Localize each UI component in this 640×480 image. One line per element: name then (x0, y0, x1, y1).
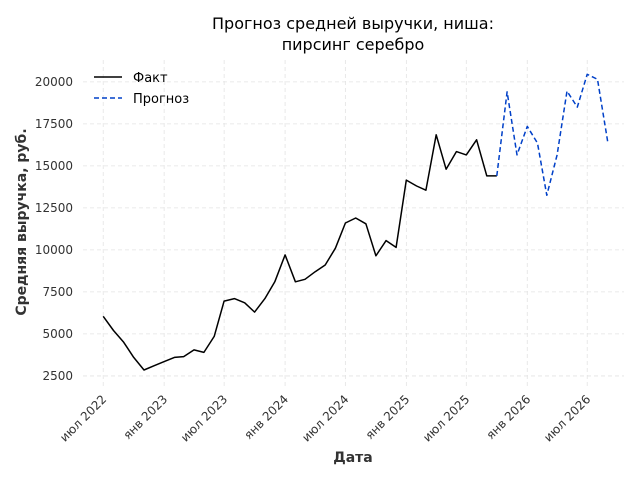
series-line-forecast (496, 73, 609, 197)
x-tick-label: янв 2025 (363, 392, 413, 442)
legend: Факт Прогноз (94, 71, 189, 107)
y-tick-label: 12500 (35, 201, 73, 215)
y-tick-label: 5000 (42, 327, 73, 341)
y-axis-ticks: 2500 5000 7500 10000 12500 15000 17500 20000 (35, 75, 73, 383)
x-tick-label: янв 2024 (241, 392, 291, 442)
y-tick-label: 7500 (42, 285, 73, 299)
x-tick-label: июл 2025 (420, 392, 472, 444)
x-tick-label: янв 2023 (120, 392, 170, 442)
y-tick-label: 15000 (35, 159, 73, 173)
x-tick-label: янв 2026 (484, 392, 534, 442)
y-axis-title: Средняя выручка, руб. (14, 128, 30, 315)
y-tick-label: 20000 (35, 75, 73, 89)
series-line-fact (102, 134, 497, 371)
x-tick-label: июл 2024 (299, 392, 351, 444)
legend-label-forecast: Прогноз (133, 92, 189, 107)
legend-label-fact: Факт (133, 71, 168, 86)
x-tick-label: июл 2023 (178, 392, 230, 444)
grid (83, 60, 624, 386)
chart-title-line-2: пирсинг серебро (282, 35, 425, 54)
x-tick-label: июл 2022 (57, 392, 109, 444)
y-tick-label: 10000 (35, 243, 73, 257)
x-axis-ticks: июл 2022 янв 2023 июл 2023 янв 2024 июл 2024… (57, 392, 593, 444)
chart-title-line-1: Прогноз средней выручки, ниша: (212, 14, 494, 33)
x-axis-title: Дата (333, 450, 372, 466)
x-tick-label: июл 2026 (541, 392, 593, 444)
y-tick-label: 17500 (35, 117, 73, 131)
y-tick-label: 2500 (42, 369, 73, 383)
series-layer (102, 73, 609, 371)
